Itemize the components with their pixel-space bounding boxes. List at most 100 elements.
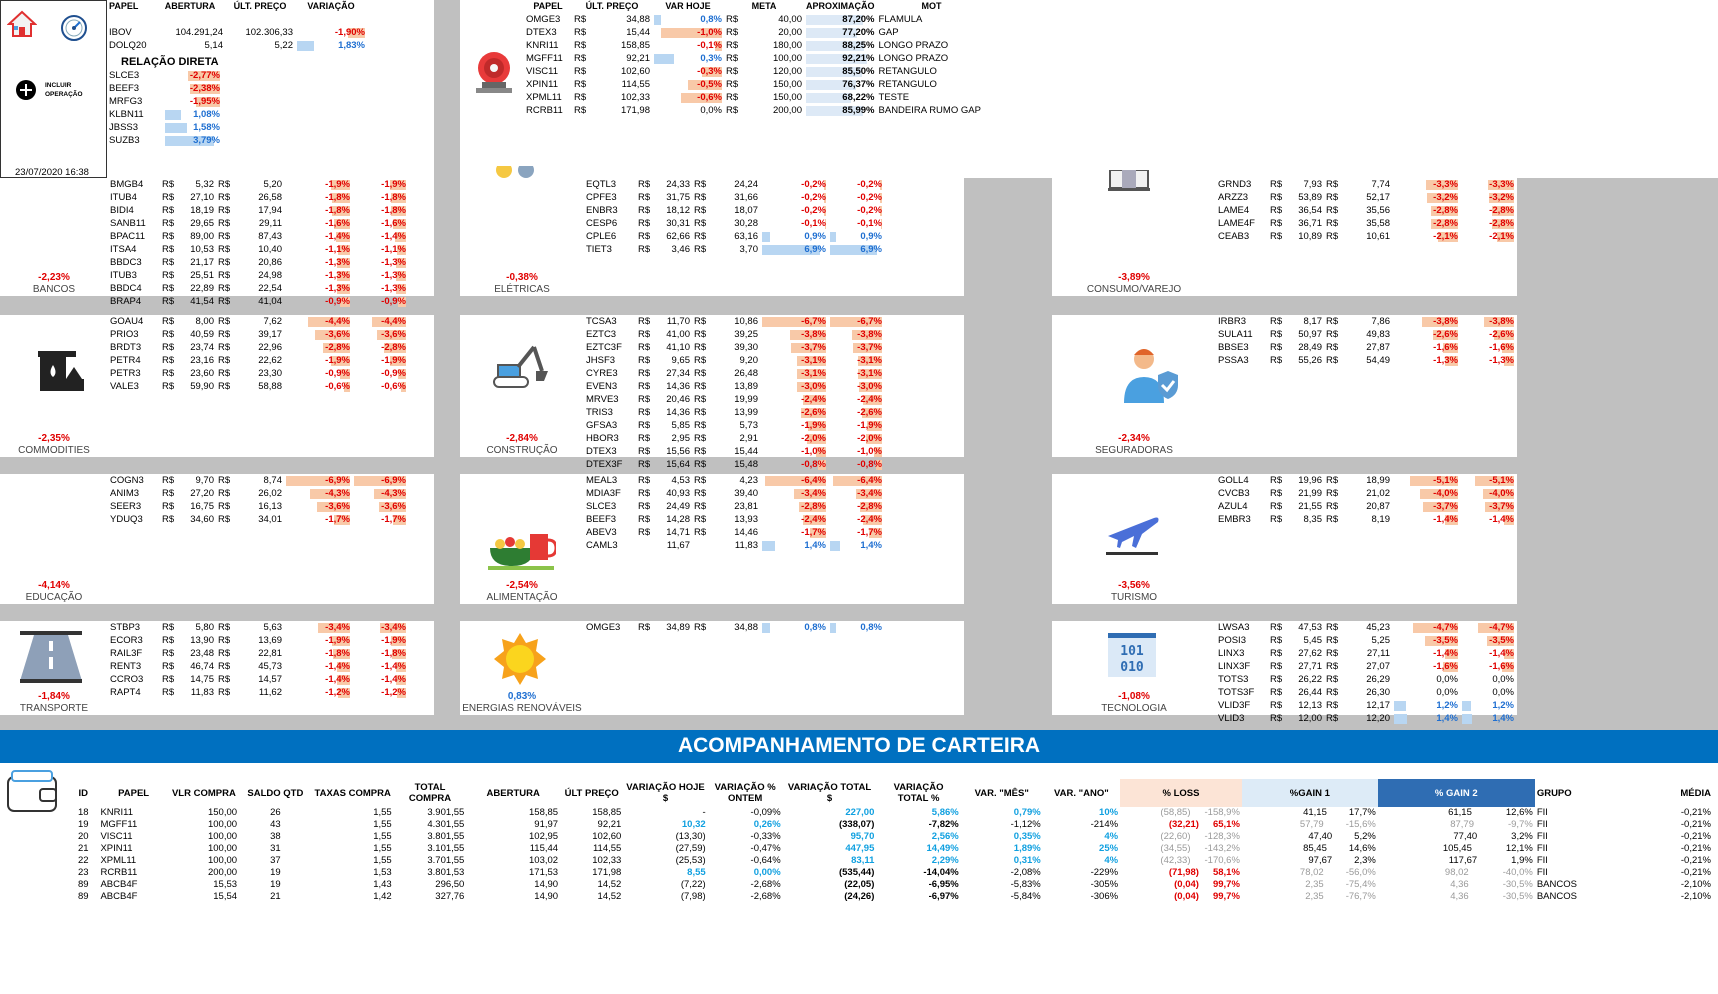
stock-row[interactable]: EZTC3 R$ 41,00 R$ 39,25 -3,8% -3,8% xyxy=(584,328,884,341)
home-icon[interactable] xyxy=(6,9,38,39)
stock-row[interactable]: BEEF3 R$ 14,28 R$ 13,93 -2,4% -2,4% xyxy=(584,513,884,526)
stock-row[interactable]: TOTS3F R$ 26,44 R$ 26,30 0,0% 0,0% xyxy=(1216,686,1516,699)
stock-row[interactable]: CYRE3 R$ 27,34 R$ 26,48 -3,1% -3,1% xyxy=(584,367,884,380)
stock-row[interactable]: SLCE3 R$ 24,49 R$ 23,81 -2,8% -2,8% xyxy=(584,500,884,513)
stock-row[interactable]: ANIM3 R$ 27,20 R$ 26,02 -4,3% -4,3% xyxy=(108,487,408,500)
stock-row[interactable]: CPLE6 R$ 62,66 R$ 63,16 0,9% 0,9% xyxy=(584,230,884,243)
stock-row[interactable]: DTEX3F R$ 15,64 R$ 15,48 -0,8% -0,8% xyxy=(584,458,884,471)
stock-row[interactable]: AZUL4 R$ 21,55 R$ 20,87 -3,7% -3,7% xyxy=(1216,500,1516,513)
stock-row[interactable]: ECOR3 R$ 13,90 R$ 13,69 -1,9% -1,9% xyxy=(108,634,408,647)
stock-row[interactable]: YDUQ3 R$ 34,60 R$ 34,01 -1,7% -1,7% xyxy=(108,513,408,526)
stock-row[interactable]: RAIL3F R$ 23,48 R$ 22,81 -1,8% -1,8% xyxy=(108,647,408,660)
stock-row[interactable]: CCRO3 R$ 14,75 R$ 14,57 -1,4% -1,4% xyxy=(108,673,408,686)
stock-row[interactable]: JHSF3 R$ 9,65 R$ 9,20 -3,1% -3,1% xyxy=(584,354,884,367)
stock-row[interactable]: SANB11 R$ 29,65 R$ 29,11 -1,6% -1,6% xyxy=(108,217,408,230)
stock-row[interactable]: VALE3 R$ 59,90 R$ 58,88 -0,6% -0,6% xyxy=(108,380,408,393)
stock-row[interactable]: SULA11 R$ 50,97 R$ 49,83 -2,6% -2,6% xyxy=(1216,328,1516,341)
stock-row[interactable]: EVEN3 R$ 14,36 R$ 13,89 -3,0% -3,0% xyxy=(584,380,884,393)
portfolio-row[interactable]: 89 ABCB4F 15,54 21 1,42 327,76 14,90 14,52 (7,98… xyxy=(68,891,1713,903)
stock-row[interactable]: LAME4 R$ 36,54 R$ 35,56 -2,8% -2,8% xyxy=(1216,204,1516,217)
stock-row[interactable]: HBOR3 R$ 2,95 R$ 2,91 -2,0% -2,0% xyxy=(584,432,884,445)
stock-row[interactable]: DTEX3 R$ 15,56 R$ 15,44 -1,0% -1,0% xyxy=(584,445,884,458)
alert-row[interactable]: MGFF11 R$ 92,21 0,3% R$ 100,00 92,21% LONGO PRA… xyxy=(524,52,987,65)
alert-row[interactable]: XPIN11 R$ 114,55 -0,5% R$ 150,00 76,37% RETANGU… xyxy=(524,78,987,91)
stock-row[interactable]: GFSA3 R$ 5,85 R$ 5,73 -1,9% -1,9% xyxy=(584,419,884,432)
stock-row[interactable]: GOLL4 R$ 19,96 R$ 18,99 -5,1% -5,1% xyxy=(1216,474,1516,487)
stock-row[interactable]: RENT3 R$ 46,74 R$ 45,73 -1,4% -1,4% xyxy=(108,660,408,673)
stock-row[interactable]: ABEV3 R$ 14,71 R$ 14,46 -1,7% -1,7% xyxy=(584,526,884,539)
stock-row[interactable]: EMBR3 R$ 8,35 R$ 8,19 -1,4% -1,4% xyxy=(1216,513,1516,526)
stock-row[interactable]: CEAB3 R$ 10,89 R$ 10,61 -2,1% -2,1% xyxy=(1216,230,1516,243)
stock-row[interactable]: BRDT3 R$ 23,74 R$ 22,96 -2,8% -2,8% xyxy=(108,341,408,354)
portfolio-row[interactable]: 21 XPIN11 100,00 31 1,55 3.101,55 115,44 114,55… xyxy=(68,843,1713,855)
stock-row[interactable]: POSI3 R$ 5,45 R$ 5,25 -3,5% -3,5% xyxy=(1216,634,1516,647)
stock-row[interactable]: EZTC3F R$ 41,10 R$ 39,30 -3,7% -3,7% xyxy=(584,341,884,354)
stock-row[interactable]: MRVE3 R$ 20,46 R$ 19,99 -2,4% -2,4% xyxy=(584,393,884,406)
alert-row[interactable]: OMGE3 R$ 34,88 0,8% R$ 40,00 87,20% FLAMULA xyxy=(524,13,987,26)
relacao-row[interactable]: JBSS3 1,58% xyxy=(107,121,222,134)
alert-row[interactable]: KNRI11 R$ 158,85 -0,1% R$ 180,00 88,25% LONGO P… xyxy=(524,39,987,52)
stock-row[interactable]: LINX3F R$ 27,71 R$ 27,07 -1,6% -1,6% xyxy=(1216,660,1516,673)
stock-row[interactable]: PETR3 R$ 23,60 R$ 23,30 -0,9% -0,9% xyxy=(108,367,408,380)
stock-row[interactable]: ARZZ3 R$ 53,89 R$ 52,17 -3,2% -3,2% xyxy=(1216,191,1516,204)
stock-row[interactable]: ITUB4 R$ 27,10 R$ 26,58 -1,8% -1,8% xyxy=(108,191,408,204)
stock-row[interactable]: TOTS3 R$ 26,22 R$ 26,29 0,0% 0,0% xyxy=(1216,673,1516,686)
stock-row[interactable]: LAME4F R$ 36,71 R$ 35,58 -2,8% -2,8% xyxy=(1216,217,1516,230)
stock-row[interactable]: EQTL3 R$ 24,33 R$ 24,24 -0,2% -0,2% xyxy=(584,178,884,191)
stock-row[interactable]: ENBR3 R$ 18,12 R$ 18,07 -0,2% -0,2% xyxy=(584,204,884,217)
stock-row[interactable]: RAPT4 R$ 11,83 R$ 11,62 -1,2% -1,2% xyxy=(108,686,408,699)
relacao-row[interactable]: SLCE3 -2,77% xyxy=(107,69,222,82)
stock-row[interactable]: MEAL3 R$ 4,53 R$ 4,23 -6,4% -6,4% xyxy=(584,474,884,487)
portfolio-row[interactable]: 89 ABCB4F 15,53 19 1,43 296,50 14,90 14,52 (7,22… xyxy=(68,879,1713,891)
stock-row[interactable]: CESP6 R$ 30,31 R$ 30,28 -0,1% -0,1% xyxy=(584,217,884,230)
stock-row[interactable]: BBDC3 R$ 21,17 R$ 20,86 -1,3% -1,3% xyxy=(108,256,408,269)
portfolio-row[interactable]: 19 MGFF11 100,00 43 1,55 4.301,55 91,97 92,21 10… xyxy=(68,819,1713,831)
alert-row[interactable]: DTEX3 R$ 15,44 -1,0% R$ 20,00 77,20% GAP xyxy=(524,26,987,39)
wallet-icon[interactable] xyxy=(6,769,58,816)
stock-row[interactable]: SEER3 R$ 16,75 R$ 16,13 -3,6% -3,6% xyxy=(108,500,408,513)
stock-row[interactable]: BBDC4 R$ 22,89 R$ 22,54 -1,3% -1,3% xyxy=(108,282,408,295)
stock-row[interactable]: GOAU4 R$ 8,00 R$ 7,62 -4,4% -4,4% xyxy=(108,315,408,328)
relacao-row[interactable]: BEEF3 -2,38% xyxy=(107,82,222,95)
portfolio-row[interactable]: 22 XPML11 100,00 37 1,55 3.701,55 103,02 102,33… xyxy=(68,855,1713,867)
stock-row[interactable]: VLID3F R$ 12,13 R$ 12,17 1,2% 1,2% xyxy=(1216,699,1516,712)
stock-row[interactable]: LINX3 R$ 27,62 R$ 27,11 -1,4% -1,4% xyxy=(1216,647,1516,660)
alert-row[interactable]: VISC11 R$ 102,60 -0,3% R$ 120,00 85,50% RETANGU… xyxy=(524,65,987,78)
stock-row[interactable]: COGN3 R$ 9,70 R$ 8,74 -6,9% -6,9% xyxy=(108,474,408,487)
stock-row[interactable]: LWSA3 R$ 47,53 R$ 45,23 -4,7% -4,7% xyxy=(1216,621,1516,634)
portfolio-row[interactable]: 23 RCRB11 200,00 19 1,53 3.801,53 171,53 171,98… xyxy=(68,867,1713,879)
stock-row[interactable]: GRND3 R$ 7,93 R$ 7,74 -3,3% -3,3% xyxy=(1216,178,1516,191)
portfolio-row[interactable]: 20 VISC11 100,00 38 1,55 3.801,55 102,95 102,60… xyxy=(68,831,1713,843)
stock-row[interactable]: STBP3 R$ 5,80 R$ 5,63 -3,4% -3,4% xyxy=(108,621,408,634)
stock-row[interactable]: TCSA3 R$ 11,70 R$ 10,86 -6,7% -6,7% xyxy=(584,315,884,328)
stock-row[interactable]: CPFE3 R$ 31,75 R$ 31,66 -0,2% -0,2% xyxy=(584,191,884,204)
relacao-row[interactable]: SUZB3 3,79% xyxy=(107,134,222,147)
stock-row[interactable]: ITUB3 R$ 25,51 R$ 24,98 -1,3% -1,3% xyxy=(108,269,408,282)
stock-row[interactable]: CVCB3 R$ 21,99 R$ 21,02 -4,0% -4,0% xyxy=(1216,487,1516,500)
stock-row[interactable]: BMGB4 R$ 5,32 R$ 5,20 -1,9% -1,9% xyxy=(108,178,408,191)
alert-row[interactable]: XPML11 R$ 102,33 -0,6% R$ 150,00 68,22% TESTE xyxy=(524,91,987,104)
stock-row[interactable]: ITSA4 R$ 10,53 R$ 10,40 -1,1% -1,1% xyxy=(108,243,408,256)
relacao-row[interactable]: KLBN11 1,08% xyxy=(107,108,222,121)
stock-row[interactable]: TIET3 R$ 3,46 R$ 3,70 6,9% 6,9% xyxy=(584,243,884,256)
alert-row[interactable]: RCRB11 R$ 171,98 0,0% R$ 200,00 85,99% BANDEIRA… xyxy=(524,104,987,117)
stock-row[interactable]: OMGE3 R$ 34,89 R$ 34,88 0,8% 0,8% xyxy=(584,621,884,634)
index-row[interactable]: IBOV 104.291,24 102.306,33 -1,90% xyxy=(107,26,367,39)
stock-row[interactable]: BBSE3 R$ 28,49 R$ 27,87 -1,6% -1,6% xyxy=(1216,341,1516,354)
stock-row[interactable]: TRIS3 R$ 14,36 R$ 13,99 -2,6% -2,6% xyxy=(584,406,884,419)
relacao-row[interactable]: MRFG3 -1,95% xyxy=(107,95,222,108)
stock-row[interactable]: PRIO3 R$ 40,59 R$ 39,17 -3,6% -3,6% xyxy=(108,328,408,341)
stock-row[interactable]: VLID3 R$ 12,00 R$ 12,20 1,4% 1,4% xyxy=(1216,712,1516,725)
stock-row[interactable]: PSSA3 R$ 55,26 R$ 54,49 -1,3% -1,3% xyxy=(1216,354,1516,367)
stock-row[interactable]: BRAP4 R$ 41,54 R$ 41,04 -0,9% -0,9% xyxy=(108,295,408,308)
stock-row[interactable]: BIDI4 R$ 18,19 R$ 17,94 -1,8% -1,8% xyxy=(108,204,408,217)
portfolio-row[interactable]: 18 KNRI11 150,00 26 1,55 3.901,55 158,85 158,85… xyxy=(68,807,1713,819)
add-operation-button[interactable]: INCLUIR OPERAÇÃO xyxy=(15,77,105,103)
stock-row[interactable]: MDIA3F R$ 40,93 R$ 39,40 -3,4% -3,4% xyxy=(584,487,884,500)
stock-row[interactable]: PETR4 R$ 23,16 R$ 22,62 -1,9% -1,9% xyxy=(108,354,408,367)
stock-row[interactable]: CAML3 11,67 11,83 1,4% 1,4% xyxy=(584,539,884,552)
stock-row[interactable]: IRBR3 R$ 8,17 R$ 7,86 -3,8% -3,8% xyxy=(1216,315,1516,328)
stock-row[interactable]: BPAC11 R$ 89,00 R$ 87,43 -1,4% -1,4% xyxy=(108,230,408,243)
index-row[interactable]: DOLQ20 5,14 5,22 1,83% xyxy=(107,39,367,52)
speedometer-icon[interactable] xyxy=(59,13,89,43)
